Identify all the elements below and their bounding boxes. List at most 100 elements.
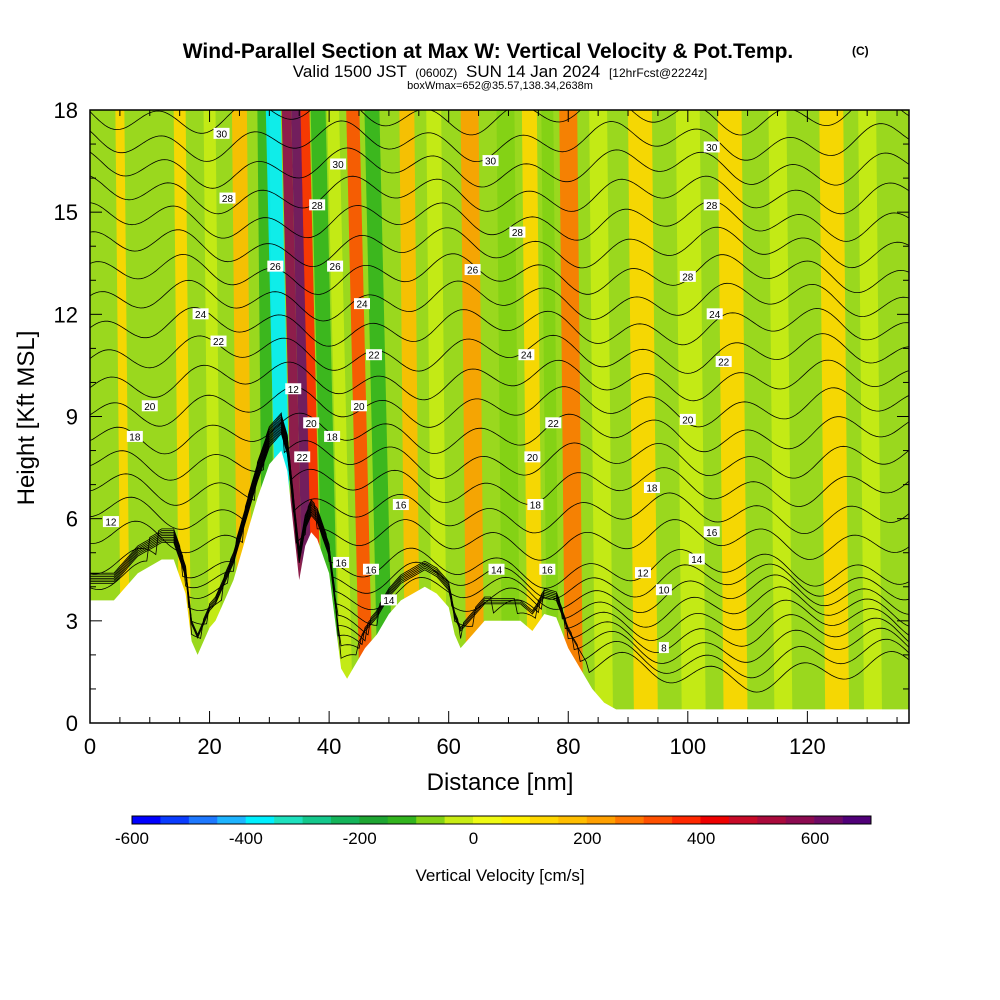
contour-label-text: 30 xyxy=(333,160,345,171)
contour-label-22: 30 xyxy=(482,155,499,168)
contour-label-5: 18 xyxy=(126,430,143,443)
contour-label-bg xyxy=(210,335,227,347)
velocity-band-12 xyxy=(364,110,394,723)
theta-contour-18 xyxy=(90,412,909,481)
contour-label-text: 20 xyxy=(353,402,365,413)
contour-label-33: 28 xyxy=(679,270,696,283)
theta-contour-16 xyxy=(90,415,909,535)
contour-label-bg xyxy=(658,642,669,654)
contour-label-27: 20 xyxy=(524,451,541,464)
contour-label-bg xyxy=(715,356,732,368)
colorbar-swatch-23 xyxy=(785,816,815,824)
colorbar-swatch-0 xyxy=(132,816,161,824)
colorbar-swatch-18 xyxy=(643,816,673,824)
contour-label-text: 30 xyxy=(216,129,228,140)
colorbar-swatch-14 xyxy=(529,816,559,824)
contour-label-9: 30 xyxy=(330,158,347,171)
x-axis-ticks: 0 20 40 60 80 100 120 xyxy=(84,110,898,759)
colorbar-ticks: -600 -400 -200 0 200 400 600 xyxy=(115,829,829,848)
contour-label-2: 24 xyxy=(192,308,209,321)
theta-contour-23 xyxy=(90,307,909,347)
colorbar-swatch-6 xyxy=(302,816,332,824)
contour-label-14: 18 xyxy=(324,430,341,443)
colorbar-tick-label: -600 xyxy=(115,829,149,848)
theta-contour-8 xyxy=(90,429,909,664)
colorbar-swatch-17 xyxy=(615,816,644,824)
contour-label-text: 20 xyxy=(682,415,694,426)
velocity-band-0 xyxy=(115,110,131,723)
theta-contour-29 xyxy=(90,147,909,189)
theta-contour-9 xyxy=(90,427,909,653)
theta-contour-11 xyxy=(90,424,909,628)
colorbar-swatch-22 xyxy=(757,816,787,824)
contour-label-text: 12 xyxy=(288,385,300,396)
velocity-band-17 xyxy=(521,110,543,723)
contour-label-bg xyxy=(679,270,696,282)
contour-label-text: 28 xyxy=(706,201,718,212)
x-tick-label: 40 xyxy=(317,734,341,759)
contour-label-bg xyxy=(285,383,302,395)
contour-label-text: 16 xyxy=(706,528,718,539)
contour-label-41: 10 xyxy=(655,584,672,597)
y-tick-label: 0 xyxy=(66,711,78,736)
contour-label-bg xyxy=(482,155,499,167)
contour-label-bg xyxy=(706,308,723,320)
contour-label-18: 16 xyxy=(392,499,409,512)
theta-contour-26 xyxy=(90,226,909,269)
contour-label-25: 24 xyxy=(518,349,535,362)
contour-label-bg xyxy=(380,594,397,606)
contour-label-text: 28 xyxy=(312,201,324,212)
colorbar-swatch-24 xyxy=(814,816,843,824)
x-tick-label: 100 xyxy=(669,734,706,759)
contour-label-bg xyxy=(524,451,541,463)
contour-label-text: 20 xyxy=(527,453,539,464)
theta-contour-27 xyxy=(90,200,909,242)
forecast-label: [12hrFcst@2224z] xyxy=(609,66,707,80)
theta-contour-21 xyxy=(90,359,909,402)
contour-label-text: 30 xyxy=(485,157,497,168)
contour-label-21: 14 xyxy=(380,594,397,607)
contour-label-bg xyxy=(351,400,368,412)
contour-label-16: 22 xyxy=(294,451,311,464)
colorbar-swatch-11 xyxy=(444,816,474,824)
contour-label-35: 22 xyxy=(715,356,732,369)
x-axis-label: Distance [nm] xyxy=(427,769,574,796)
theta-contour-31 xyxy=(90,110,909,136)
contour-label-text: 18 xyxy=(530,501,542,512)
colorbar-swatch-3 xyxy=(217,816,246,824)
colorbar-tick-label: 400 xyxy=(687,829,715,848)
contour-label-36: 20 xyxy=(679,413,696,426)
contour-label-12: 22 xyxy=(365,349,382,362)
velocity-band-25 xyxy=(819,110,850,723)
y-tick-label: 18 xyxy=(54,98,78,123)
contour-label-bg xyxy=(324,430,341,442)
theta-contour-12 xyxy=(90,422,909,615)
contour-label-26: 22 xyxy=(545,417,562,430)
y-tick-label: 12 xyxy=(54,302,78,327)
contour-label-bg xyxy=(703,526,720,538)
theta-contour-20 xyxy=(90,386,909,428)
contour-label-bg xyxy=(126,430,143,442)
colorbar-tick-label: 200 xyxy=(573,829,601,848)
contour-label-text: 22 xyxy=(548,419,560,430)
contour-label-bg xyxy=(219,192,236,204)
contour-label-8: 28 xyxy=(309,199,326,212)
contour-label-bg xyxy=(141,400,158,412)
contour-label-bg xyxy=(464,264,481,276)
contour-label-bg xyxy=(294,451,311,463)
x-tick-label: 0 xyxy=(84,734,96,759)
contour-label-text: 16 xyxy=(542,565,554,576)
chart-subtitle: Valid 1500 JST (0600Z) SUN 14 Jan 2024 [… xyxy=(293,62,707,81)
contour-label-29: 16 xyxy=(539,563,556,576)
contour-label-4: 20 xyxy=(141,400,158,413)
contour-label-text: 18 xyxy=(327,432,339,443)
contour-label-bg xyxy=(303,417,320,429)
contour-label-text: 10 xyxy=(658,586,670,597)
box-info: boxWmax=652@35.57,138.34,2638m xyxy=(407,80,593,92)
contour-label-bg xyxy=(703,199,720,211)
y-axis-label: Height [Kft MSL] xyxy=(13,331,40,506)
colorbar-tick-label: -400 xyxy=(229,829,263,848)
contour-label-32: 28 xyxy=(703,199,720,212)
colorbar-swatch-5 xyxy=(274,816,303,824)
y-axis-ticks: 0 3 6 9 12 15 18 xyxy=(54,98,909,736)
